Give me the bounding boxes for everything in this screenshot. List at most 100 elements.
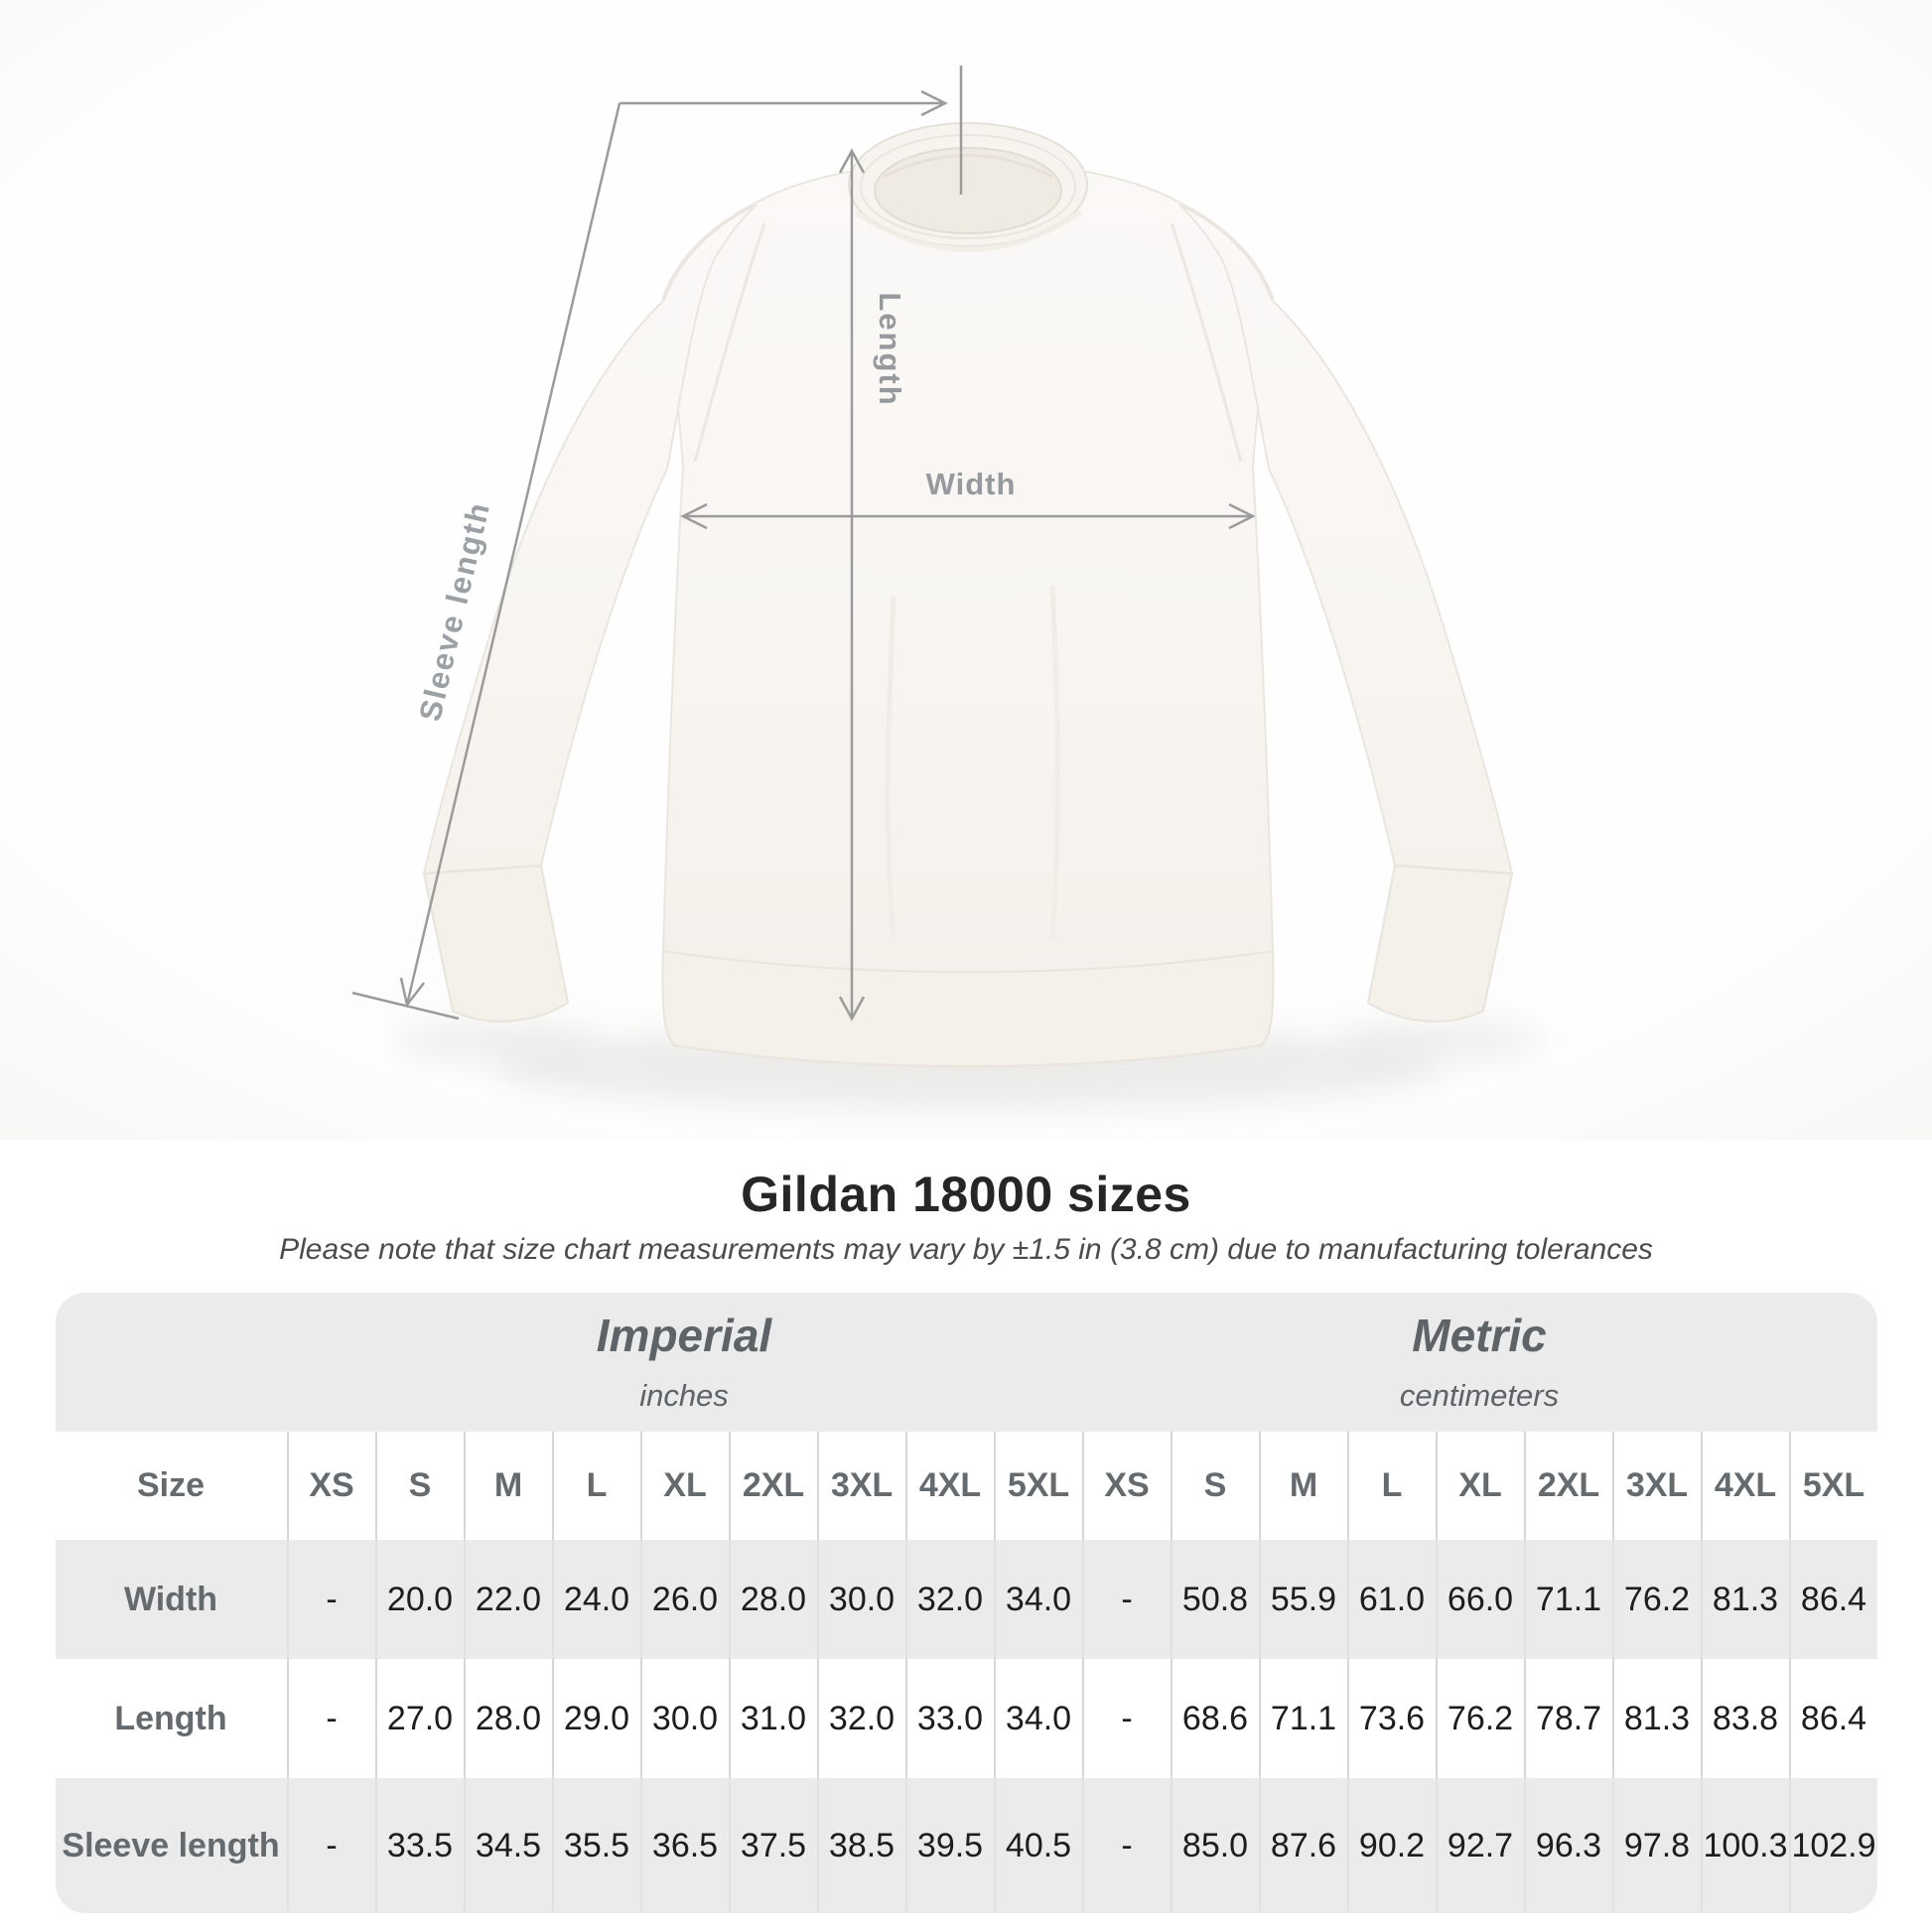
value-cell: - — [1081, 1659, 1171, 1778]
length-label: Length — [873, 292, 907, 406]
value-cell: 40.5 — [993, 1778, 1082, 1913]
fold-line — [885, 595, 897, 939]
length-row: Length - 27.0 28.0 29.0 30.0 31.0 32.0 3… — [55, 1659, 1877, 1778]
size-col-header: S — [1170, 1432, 1259, 1540]
value-cell: 31.0 — [728, 1659, 817, 1778]
length-arrow-down — [838, 996, 866, 1022]
value-cell: 97.8 — [1611, 1778, 1701, 1913]
value-cell: 36.5 — [639, 1778, 729, 1913]
value-cell: 68.6 — [1170, 1659, 1259, 1778]
metric-title: Metric — [1412, 1310, 1547, 1361]
width-arrow-left — [680, 502, 708, 530]
value-cell: 50.8 — [1170, 1540, 1259, 1659]
size-header-row: Size XS S M L XL 2XL 3XL 4XL 5XL XS S M … — [55, 1432, 1877, 1540]
unit-header-row: Imperial inches Metric centimeters — [56, 1293, 1877, 1432]
dimension-lines — [351, 66, 1256, 1022]
value-cell: 102.9 — [1788, 1778, 1877, 1913]
value-cell: 38.5 — [816, 1778, 905, 1913]
value-cell: 26.0 — [639, 1540, 729, 1659]
imperial-title: Imperial — [596, 1310, 772, 1361]
hem-band — [661, 949, 1275, 1067]
value-cell: 61.0 — [1346, 1540, 1436, 1659]
size-col-header: 5XL — [1788, 1432, 1877, 1540]
value-cell: 30.0 — [816, 1540, 905, 1659]
sleeve-arrowhead — [399, 977, 425, 1008]
value-cell: 39.5 — [904, 1778, 994, 1913]
size-col-header: 4XL — [1700, 1432, 1789, 1540]
value-cell: 73.6 — [1346, 1659, 1436, 1778]
value-cell: 92.7 — [1435, 1778, 1524, 1913]
value-cell: - — [286, 1778, 375, 1913]
left-cuff — [422, 864, 570, 1023]
sweatshirt-measurement-diagram: Length Width Sleeve length — [0, 0, 1932, 1140]
value-cell: 29.0 — [551, 1659, 640, 1778]
sweatshirt-body — [661, 160, 1275, 1067]
size-col-header: L — [1346, 1432, 1436, 1540]
size-col-header: 2XL — [728, 1432, 817, 1540]
value-cell: 35.5 — [551, 1778, 640, 1913]
value-cell: 34.5 — [463, 1778, 552, 1913]
right-cuff-shadow — [1340, 1021, 1539, 1060]
width-row: Width - 20.0 22.0 24.0 26.0 28.0 30.0 32… — [55, 1540, 1877, 1659]
metric-section-header: Metric centimeters — [1082, 1309, 1877, 1414]
value-cell: 76.2 — [1435, 1659, 1524, 1778]
value-cell: 78.7 — [1523, 1659, 1612, 1778]
size-col-header: XS — [286, 1432, 375, 1540]
sleeve-length-row: Sleeve length - 33.5 34.5 35.5 36.5 37.5… — [55, 1778, 1877, 1913]
value-cell: 27.0 — [374, 1659, 464, 1778]
value-cell: 100.3 — [1700, 1778, 1789, 1913]
value-cell: 85.0 — [1170, 1778, 1259, 1913]
length-arrow-up — [838, 148, 866, 174]
value-cell: 55.9 — [1258, 1540, 1347, 1659]
value-cell: 22.0 — [463, 1540, 552, 1659]
sleeve-arrow-right — [920, 89, 948, 117]
row-label: Width — [123, 1580, 218, 1618]
value-cell: 87.6 — [1258, 1778, 1347, 1913]
value-cell: 90.2 — [1346, 1778, 1436, 1913]
collar-shadow — [854, 209, 1082, 252]
row-label: Length — [114, 1699, 227, 1737]
tolerance-note: Please note that size chart measurements… — [279, 1233, 1653, 1266]
corner-label: Size — [136, 1466, 206, 1504]
imperial-section-header: Imperial inches — [287, 1309, 1082, 1414]
value-cell: 76.2 — [1611, 1540, 1701, 1659]
back-neck-line — [883, 154, 1053, 179]
value-cell: 32.0 — [904, 1540, 994, 1659]
right-shoulder-seam — [1170, 222, 1243, 463]
value-cell: 66.0 — [1435, 1540, 1524, 1659]
imperial-unit: inches — [639, 1378, 729, 1413]
size-col-header: 3XL — [816, 1432, 905, 1540]
value-cell: 81.3 — [1700, 1540, 1789, 1659]
value-cell: 33.0 — [904, 1659, 994, 1778]
value-cell: - — [1081, 1540, 1171, 1659]
value-cell: - — [1081, 1778, 1171, 1913]
value-cell: 71.1 — [1523, 1540, 1612, 1659]
page-title: Gildan 18000 sizes — [741, 1167, 1191, 1222]
size-col-header: M — [1258, 1432, 1347, 1540]
value-cell: 28.0 — [463, 1659, 552, 1778]
collar-opening — [874, 147, 1062, 234]
value-cell: 81.3 — [1611, 1659, 1701, 1778]
left-cuff-shadow — [397, 1021, 596, 1060]
width-arrow-right — [1228, 502, 1256, 530]
value-cell: 32.0 — [816, 1659, 905, 1778]
value-cell: 28.0 — [728, 1540, 817, 1659]
size-col-header: XL — [1435, 1432, 1524, 1540]
value-cell: 37.5 — [728, 1778, 817, 1913]
size-col-header: 3XL — [1611, 1432, 1701, 1540]
value-cell: 30.0 — [639, 1659, 729, 1778]
row-label: Sleeve length — [62, 1826, 280, 1864]
collar-rib-seam — [860, 134, 1076, 239]
size-col-header: XS — [1081, 1432, 1171, 1540]
size-col-header: S — [374, 1432, 464, 1540]
size-col-header: XL — [639, 1432, 729, 1540]
size-col-header: L — [551, 1432, 640, 1540]
sleeve-diagonal-line — [405, 102, 621, 1006]
value-cell: - — [286, 1659, 375, 1778]
size-col-header: 4XL — [904, 1432, 994, 1540]
value-cell: 83.8 — [1700, 1659, 1789, 1778]
right-cuff — [1366, 864, 1514, 1023]
value-cell: 96.3 — [1523, 1778, 1612, 1913]
value-cell: 71.1 — [1258, 1659, 1347, 1778]
value-cell: - — [286, 1540, 375, 1659]
